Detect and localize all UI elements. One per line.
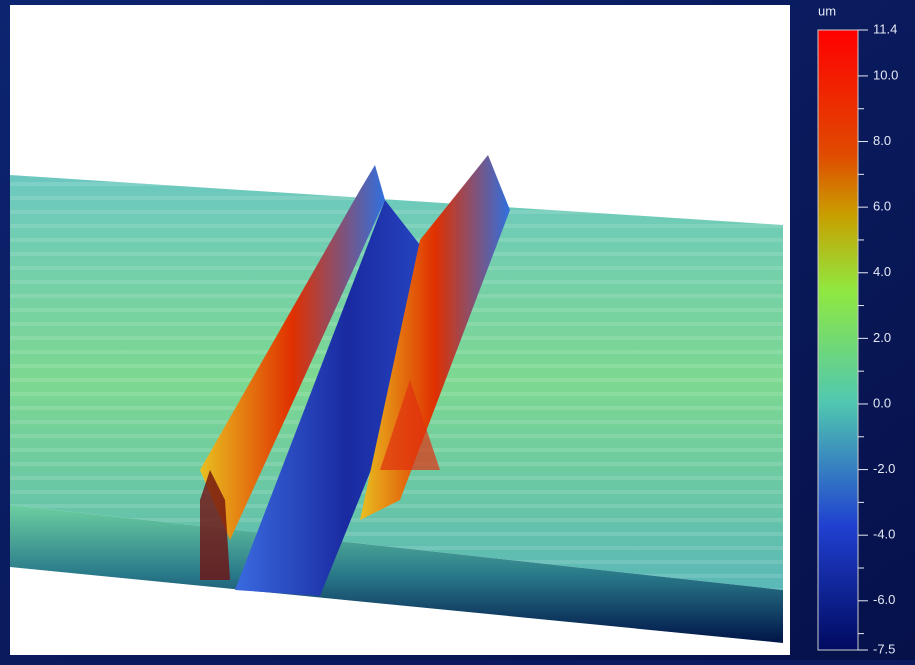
colorbar-tick-label: 11.4 [873,21,897,36]
colorbar-tick-label: 2.0 [873,330,891,345]
colorbar-tick-label: 10.0 [873,67,898,82]
colorbar-tick-label: -4.0 [873,527,895,542]
colorbar-tick-label: -2.0 [873,461,895,476]
page: um 11.4 10.0 8.0 6.0 4.0 2.0 0.0 -2.0 -4.0 -6.0 -7… [0,0,915,660]
colorbar-tick-label: 4.0 [873,264,891,279]
colorbar-tick-label: 0.0 [873,395,891,410]
colorbar-tick-label: -6.0 [873,592,895,607]
colorbar [818,30,858,650]
colorbar-tick-label: 8.0 [873,133,891,148]
colorbar-tick-label: -7.5 [873,641,895,656]
colorbar-tick-label: 6.0 [873,199,891,214]
colorbar-unit: um [818,3,836,18]
profilometer-view: um 11.4 10.0 8.0 6.0 4.0 2.0 0.0 -2.0 -4.0 -6.0 -7… [0,0,915,660]
